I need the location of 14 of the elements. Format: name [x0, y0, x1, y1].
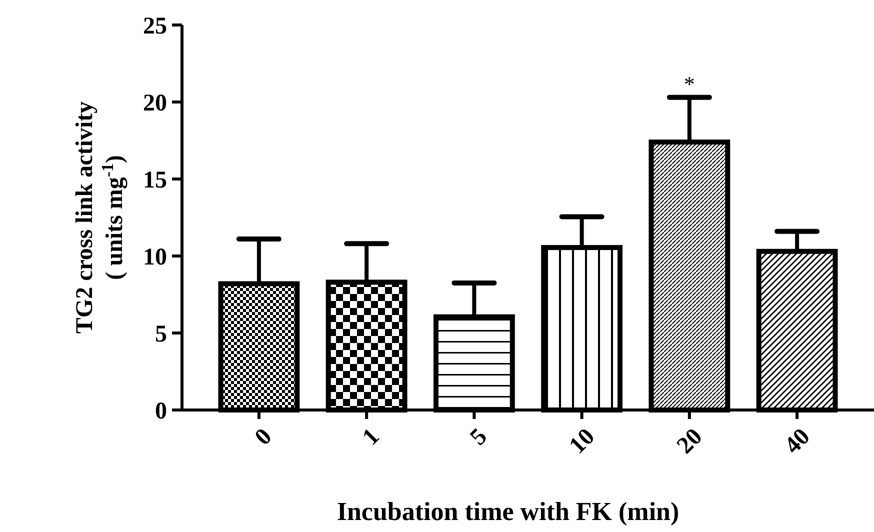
x-tick-label: 10 [564, 424, 600, 460]
annotation: * [684, 71, 695, 96]
y-tick-label: 20 [143, 90, 167, 116]
x-tick-label: 40 [780, 424, 816, 460]
y-tick-label: 25 [143, 13, 167, 40]
y-tick-label: 10 [143, 244, 167, 270]
y-tick-label: 0 [155, 398, 167, 424]
x-tick-label: 20 [672, 424, 708, 460]
x-tick-label: 1 [358, 424, 385, 451]
y-tick-label: 5 [155, 321, 167, 348]
x-tick-label: 5 [466, 424, 492, 451]
x-tick-label: 0 [250, 424, 278, 451]
x-axis-title: Incubation time with FK (min) [336, 497, 680, 526]
y-tick-label: 15 [143, 167, 167, 194]
